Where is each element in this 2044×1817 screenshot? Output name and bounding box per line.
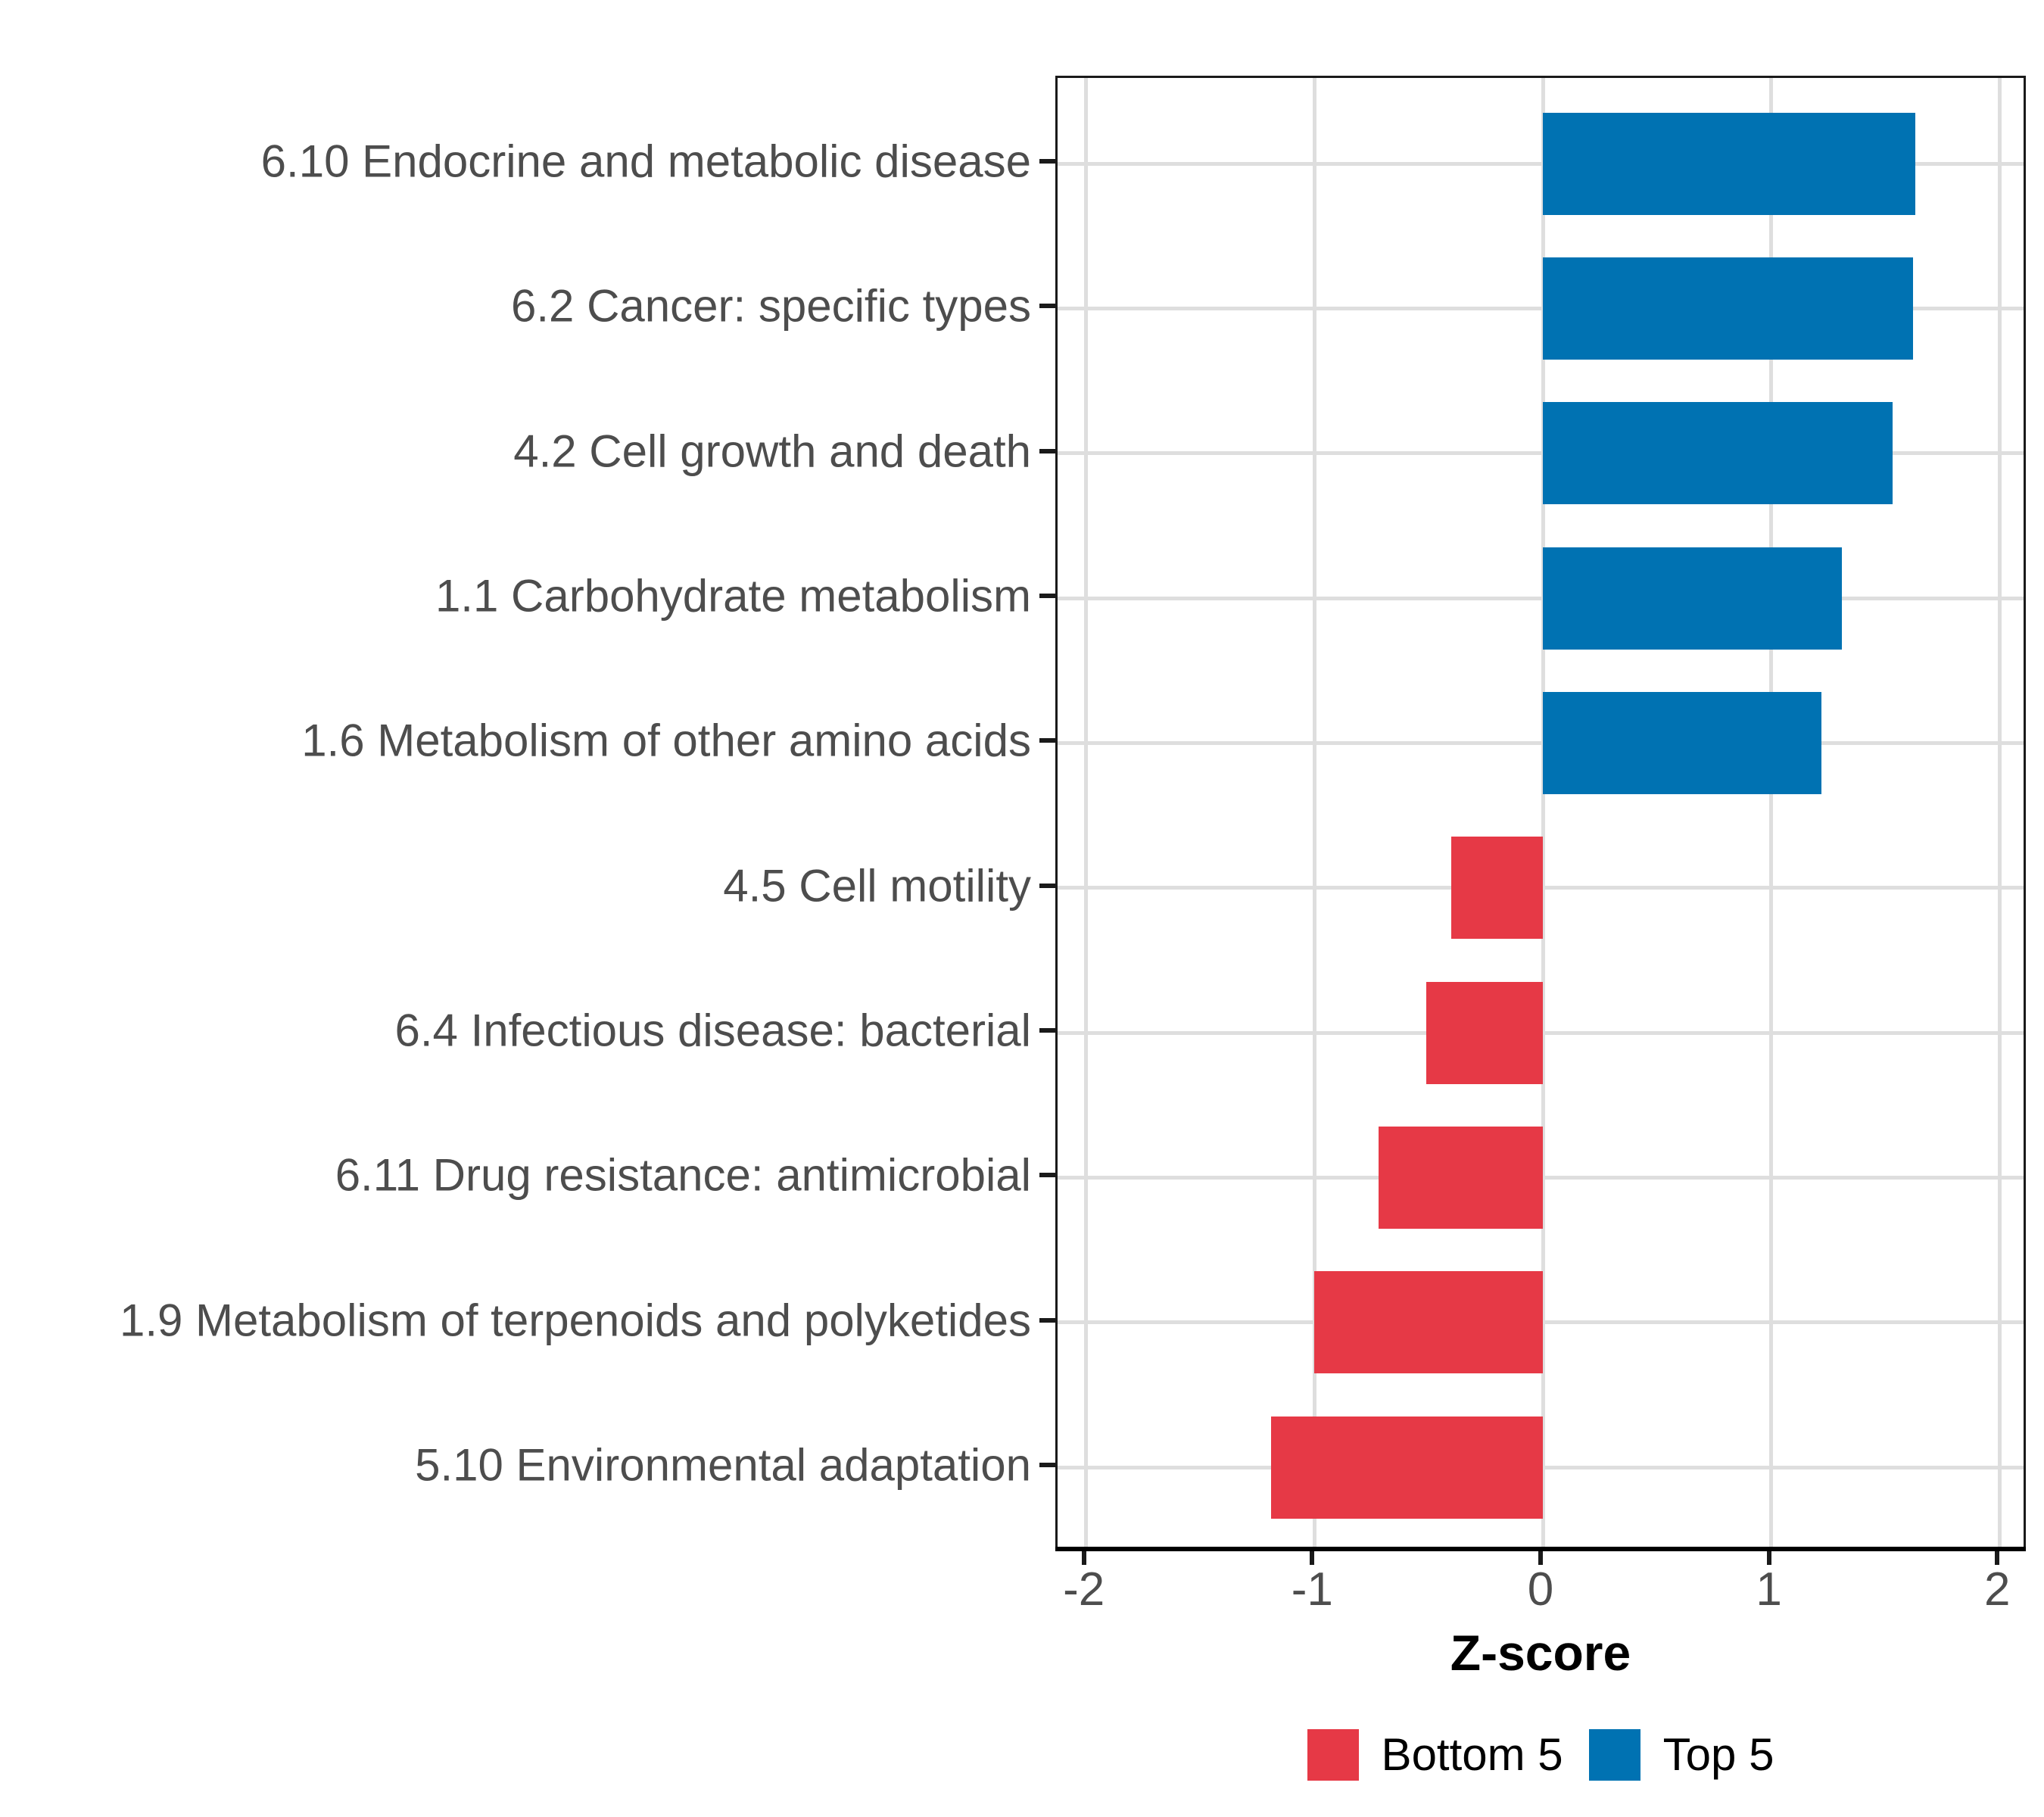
bar-bottom5-6	[1426, 981, 1543, 1084]
gridline-x-0	[1541, 78, 1545, 1547]
x-axis-tick-label: 1	[1756, 1563, 1782, 1616]
gridline-row	[1058, 306, 2024, 310]
x-axis-tick-label: -2	[1063, 1563, 1105, 1616]
y-axis-label: 6.2 Cancer: specific types	[511, 280, 1031, 332]
y-axis-label: 6.4 Infectious disease: bacterial	[394, 1005, 1032, 1056]
x-axis-title: Z-score	[1450, 1625, 1631, 1681]
y-tick	[1039, 448, 1055, 453]
gridline-row	[1058, 740, 2024, 745]
x-axis-tick-label: 0	[1527, 1563, 1554, 1616]
y-axis-label: 1.1 Carbohydrate metabolism	[435, 570, 1031, 622]
y-axis-label: 6.11 Drug resistance: antimicrobial	[335, 1149, 1031, 1201]
y-tick	[1039, 594, 1055, 598]
y-axis-label: 1.6 Metabolism of other amino acids	[301, 715, 1031, 766]
plot-panel	[1055, 76, 2026, 1549]
x-tick	[1538, 1549, 1543, 1565]
gridline-x--1	[1312, 78, 1316, 1547]
legend-label-top5: Top 5	[1662, 1729, 1774, 1780]
gridline-row	[1058, 451, 2024, 456]
y-tick	[1039, 1463, 1055, 1467]
legend-item-bottom5: Bottom 5	[1307, 1728, 1563, 1781]
gridline-row	[1058, 596, 2024, 600]
y-axis-label: 5.10 Environmental adaptation	[415, 1439, 1031, 1491]
y-tick	[1039, 1028, 1055, 1033]
legend: Bottom 5 Top 5	[1055, 1728, 2026, 1781]
y-axis-label: 1.9 Metabolism of terpenoids and polyket…	[119, 1295, 1031, 1346]
x-tick	[1081, 1549, 1086, 1565]
bar-top5-4	[1543, 691, 1821, 794]
y-axis-label: 4.2 Cell growth and death	[513, 425, 1031, 477]
bar-top5-3	[1543, 547, 1843, 650]
y-axis-label: 4.5 Cell motility	[723, 860, 1031, 912]
legend-key-top5	[1588, 1728, 1640, 1781]
x-tick	[1995, 1549, 2000, 1565]
x-axis-line	[1055, 1547, 2026, 1551]
legend-item-top5: Top 5	[1588, 1728, 1774, 1781]
bar-top5-1	[1543, 257, 1913, 360]
bar-top5-0	[1543, 112, 1915, 215]
y-tick	[1039, 1173, 1055, 1178]
gridline-x--2	[1084, 78, 1089, 1547]
y-tick	[1039, 304, 1055, 309]
x-tick	[1310, 1549, 1315, 1565]
legend-label-bottom5: Bottom 5	[1381, 1729, 1563, 1780]
x-tick	[1766, 1549, 1771, 1565]
bar-bottom5-7	[1378, 1126, 1543, 1229]
gridline-x-2	[1997, 78, 2002, 1547]
bar-bottom5-8	[1314, 1271, 1543, 1374]
gridline-row	[1058, 161, 2024, 166]
bar-top5-2	[1543, 402, 1893, 505]
bar-bottom5-5	[1451, 837, 1543, 940]
legend-key-bottom5	[1307, 1728, 1359, 1781]
x-axis-tick-label: -1	[1291, 1563, 1333, 1616]
bar-bottom5-9	[1271, 1416, 1543, 1519]
y-tick	[1039, 1317, 1055, 1323]
gridline-x-1	[1769, 78, 1774, 1547]
y-tick	[1039, 883, 1055, 888]
y-tick	[1039, 738, 1055, 743]
x-axis-tick-label: 2	[1984, 1563, 2011, 1616]
y-tick	[1039, 159, 1055, 164]
y-axis-label: 6.10 Endocrine and metabolic disease	[260, 136, 1031, 187]
